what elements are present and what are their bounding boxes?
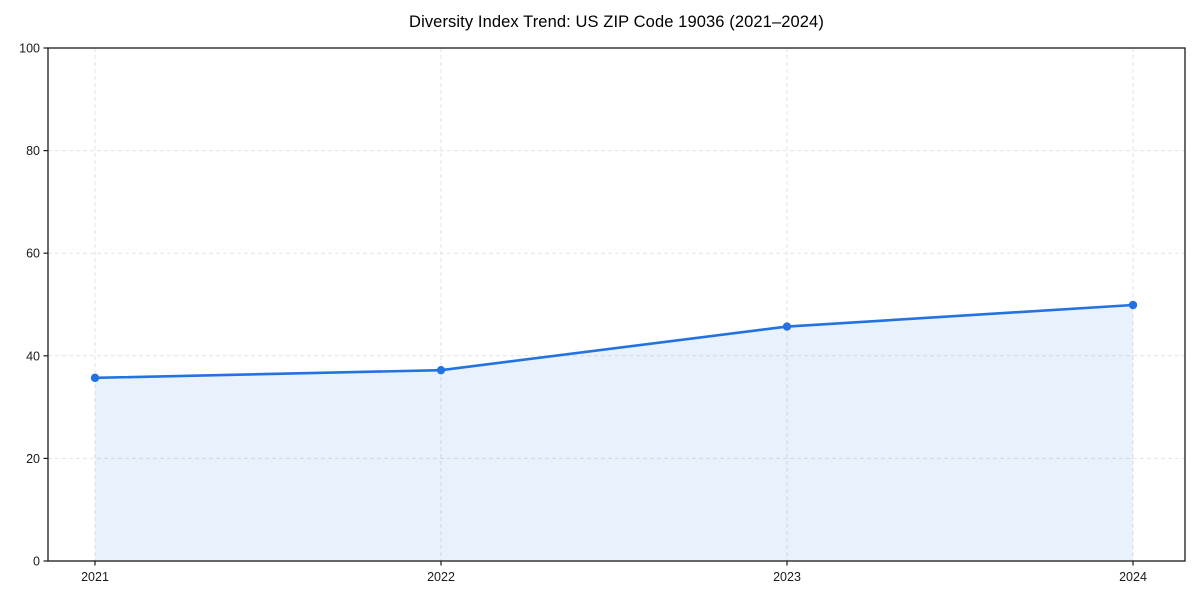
y-tick-label: 80 [26,144,40,158]
x-tick-label: 2022 [427,570,455,584]
x-tick-label: 2021 [81,570,109,584]
data-point [436,365,446,375]
area-fill [95,305,1133,561]
y-tick-label: 40 [26,349,40,363]
y-tick-label: 20 [26,452,40,466]
y-tick-label: 100 [19,42,40,56]
data-point [782,322,792,331]
x-tick-label: 2024 [1119,570,1147,584]
x-tick-label: 2023 [773,570,801,584]
data-point [90,373,100,383]
trend-line [93,303,1135,380]
y-tick-label: 0 [33,555,40,569]
y-tick-label: 60 [26,247,40,261]
plot-border [47,47,1186,562]
data-point [1128,300,1138,310]
chart-title: Diversity Index Trend: US ZIP Code 19036… [409,13,824,31]
